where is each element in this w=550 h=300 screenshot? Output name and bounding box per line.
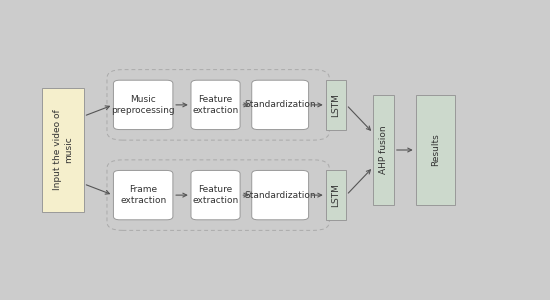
Text: AHP fusion: AHP fusion [379, 126, 388, 174]
Text: Input the video of
music: Input the video of music [53, 110, 73, 190]
Text: Frame
extraction: Frame extraction [120, 185, 166, 205]
FancyBboxPatch shape [252, 170, 309, 220]
Text: LSTM: LSTM [332, 183, 340, 207]
FancyBboxPatch shape [113, 170, 173, 220]
Text: Results: Results [431, 134, 440, 166]
FancyBboxPatch shape [191, 80, 240, 130]
Text: Music
preprocessing: Music preprocessing [111, 95, 175, 115]
FancyBboxPatch shape [42, 88, 84, 212]
Text: Standardization: Standardization [244, 100, 316, 109]
Text: Feature
extraction: Feature extraction [192, 95, 239, 115]
FancyBboxPatch shape [252, 80, 309, 130]
FancyBboxPatch shape [326, 170, 346, 220]
FancyBboxPatch shape [373, 95, 394, 205]
FancyBboxPatch shape [326, 80, 346, 130]
FancyBboxPatch shape [191, 170, 240, 220]
FancyBboxPatch shape [113, 80, 173, 130]
Text: LSTM: LSTM [332, 93, 340, 117]
FancyBboxPatch shape [416, 95, 455, 205]
Text: Standardization: Standardization [244, 190, 316, 200]
Text: Feature
extraction: Feature extraction [192, 185, 239, 205]
